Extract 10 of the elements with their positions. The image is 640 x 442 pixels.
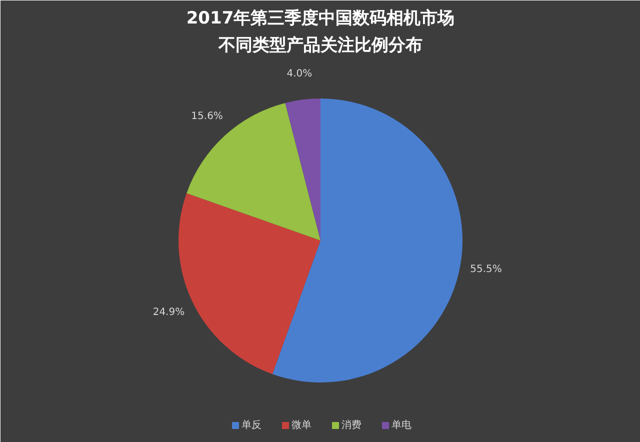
legend-label: 微单 xyxy=(292,419,312,431)
data-label: 15.6% xyxy=(191,111,223,122)
data-label: 55.5% xyxy=(470,264,502,275)
chart-title: 2017年第三季度中国数码相机市场 xyxy=(186,8,455,28)
chart-subtitle: 不同类型产品关注比例分布 xyxy=(218,36,422,56)
legend-label: 单反 xyxy=(242,419,262,431)
legend-label: 消费 xyxy=(342,419,362,431)
data-label: 4.0% xyxy=(286,68,312,80)
legend-label: 单电 xyxy=(392,419,412,431)
data-label: 24.9% xyxy=(152,307,185,318)
